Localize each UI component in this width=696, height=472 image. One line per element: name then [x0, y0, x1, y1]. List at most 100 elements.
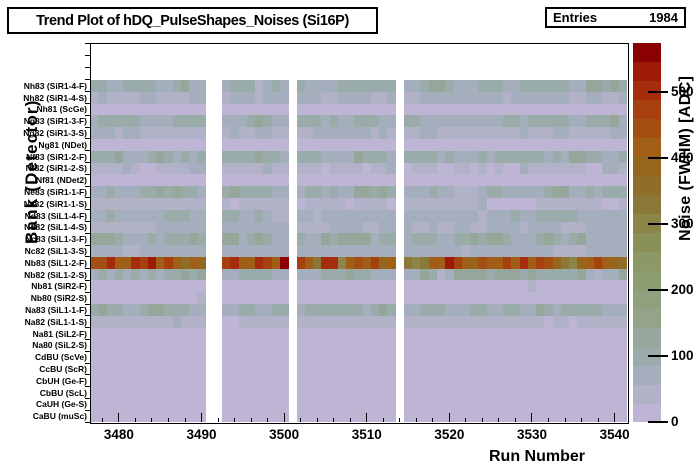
heatmap-cell — [313, 103, 322, 116]
heatmap-cell — [139, 221, 149, 234]
heatmap-cell — [172, 268, 182, 281]
heatmap-cell — [445, 363, 454, 376]
heatmap-cell — [412, 150, 421, 164]
heatmap-cell — [230, 410, 240, 423]
heatmap-cell — [263, 186, 273, 199]
heatmap-cell — [478, 280, 488, 293]
heatmap-cell — [98, 150, 107, 164]
heatmap-cell — [222, 351, 231, 364]
heatmap-cell — [123, 209, 132, 222]
heatmap-cell — [271, 103, 281, 116]
heatmap-cell — [354, 398, 364, 411]
heatmap-cell — [337, 138, 347, 152]
heatmap-cell — [238, 386, 248, 399]
heatmap-cell — [618, 162, 628, 175]
heatmap-cell — [139, 398, 149, 411]
x-axis-tick-label: 3520 — [434, 427, 465, 442]
heatmap-cell — [131, 256, 141, 270]
colorbar-band — [633, 384, 661, 404]
heatmap-cell — [114, 268, 124, 281]
y-axis-tick — [85, 268, 90, 270]
heatmap-cell — [180, 138, 190, 152]
heatmap-cell — [387, 162, 397, 175]
heatmap-cell — [180, 103, 190, 116]
heatmap-cell — [354, 91, 364, 105]
heatmap-cell — [503, 138, 512, 152]
heatmap-cell — [280, 398, 289, 411]
heatmap-cell — [255, 292, 264, 305]
heatmap-cell — [238, 233, 248, 246]
heatmap-cell — [610, 292, 620, 305]
heatmap-cell — [139, 79, 149, 93]
heatmap-cell — [494, 256, 504, 270]
heatmap-cell — [246, 245, 256, 258]
heatmap-cell — [197, 268, 207, 281]
heatmap-cell — [420, 115, 430, 128]
heatmap-cell — [428, 150, 438, 164]
heatmap-cell — [246, 374, 256, 388]
heatmap-cell — [246, 103, 256, 116]
heatmap-cell — [412, 91, 421, 105]
heatmap-cell — [147, 127, 157, 140]
heatmap-cell — [494, 209, 504, 222]
heatmap-cell — [131, 103, 141, 116]
heatmap-cell — [263, 162, 273, 175]
heatmap-cell — [618, 91, 628, 105]
heatmap-cell — [494, 91, 504, 105]
heatmap-cell — [296, 292, 306, 305]
heatmap-cell — [246, 162, 256, 175]
heatmap-cell — [147, 386, 157, 399]
heatmap-cell — [164, 351, 174, 364]
heatmap-cell — [230, 256, 240, 270]
heatmap-cell — [189, 304, 198, 317]
heatmap-cell — [560, 127, 570, 140]
heatmap-cell — [172, 127, 182, 140]
heatmap-cell — [478, 162, 488, 175]
heatmap-cell — [147, 103, 157, 116]
heatmap-cell — [337, 197, 347, 211]
heatmap-cell — [238, 410, 248, 423]
heatmap-cell — [445, 292, 454, 305]
heatmap-cell — [511, 221, 521, 234]
y-axis-bin-label: Ne82 (SiR1-1-S) — [23, 198, 87, 209]
heatmap-cell — [304, 327, 314, 340]
heatmap-cell — [313, 351, 322, 364]
heatmap-cell — [263, 315, 273, 329]
heatmap-cell — [585, 327, 595, 340]
heatmap-cell — [180, 410, 190, 423]
heatmap-cell — [180, 197, 190, 211]
heatmap-cell — [461, 127, 471, 140]
heatmap-cell — [602, 115, 611, 128]
heatmap-cell — [329, 363, 339, 376]
heatmap-cell — [304, 374, 314, 388]
heatmap-cell — [271, 91, 281, 105]
heatmap-cell — [486, 115, 496, 128]
heatmap-cell — [280, 221, 289, 234]
heatmap-cell — [131, 138, 141, 152]
heatmap-cell — [337, 91, 347, 105]
heatmap-cell — [90, 150, 99, 164]
heatmap-cell — [552, 150, 562, 164]
heatmap-cell — [379, 197, 388, 211]
heatmap-cell — [90, 233, 99, 246]
heatmap-cell — [412, 245, 421, 258]
heatmap-cell — [412, 103, 421, 116]
heatmap-cell — [263, 280, 273, 293]
heatmap-cell — [379, 233, 388, 246]
heatmap-cell — [577, 304, 587, 317]
heatmap-cell — [321, 410, 331, 423]
heatmap-cell — [618, 280, 628, 293]
x-axis-minor-tick — [399, 417, 401, 422]
y-axis-bin-label: CbBU (ScL) — [39, 387, 87, 398]
heatmap-cell — [478, 256, 488, 270]
heatmap-cell — [296, 127, 306, 140]
heatmap-cell — [321, 115, 331, 128]
heatmap-cell — [585, 410, 595, 423]
heatmap-cell — [536, 197, 545, 211]
heatmap-cell — [147, 339, 157, 352]
heatmap-cell — [610, 233, 620, 246]
heatmap-cell — [346, 115, 355, 128]
heatmap-cell — [560, 150, 570, 164]
heatmap-cell — [263, 410, 273, 423]
heatmap-cell — [420, 386, 430, 399]
